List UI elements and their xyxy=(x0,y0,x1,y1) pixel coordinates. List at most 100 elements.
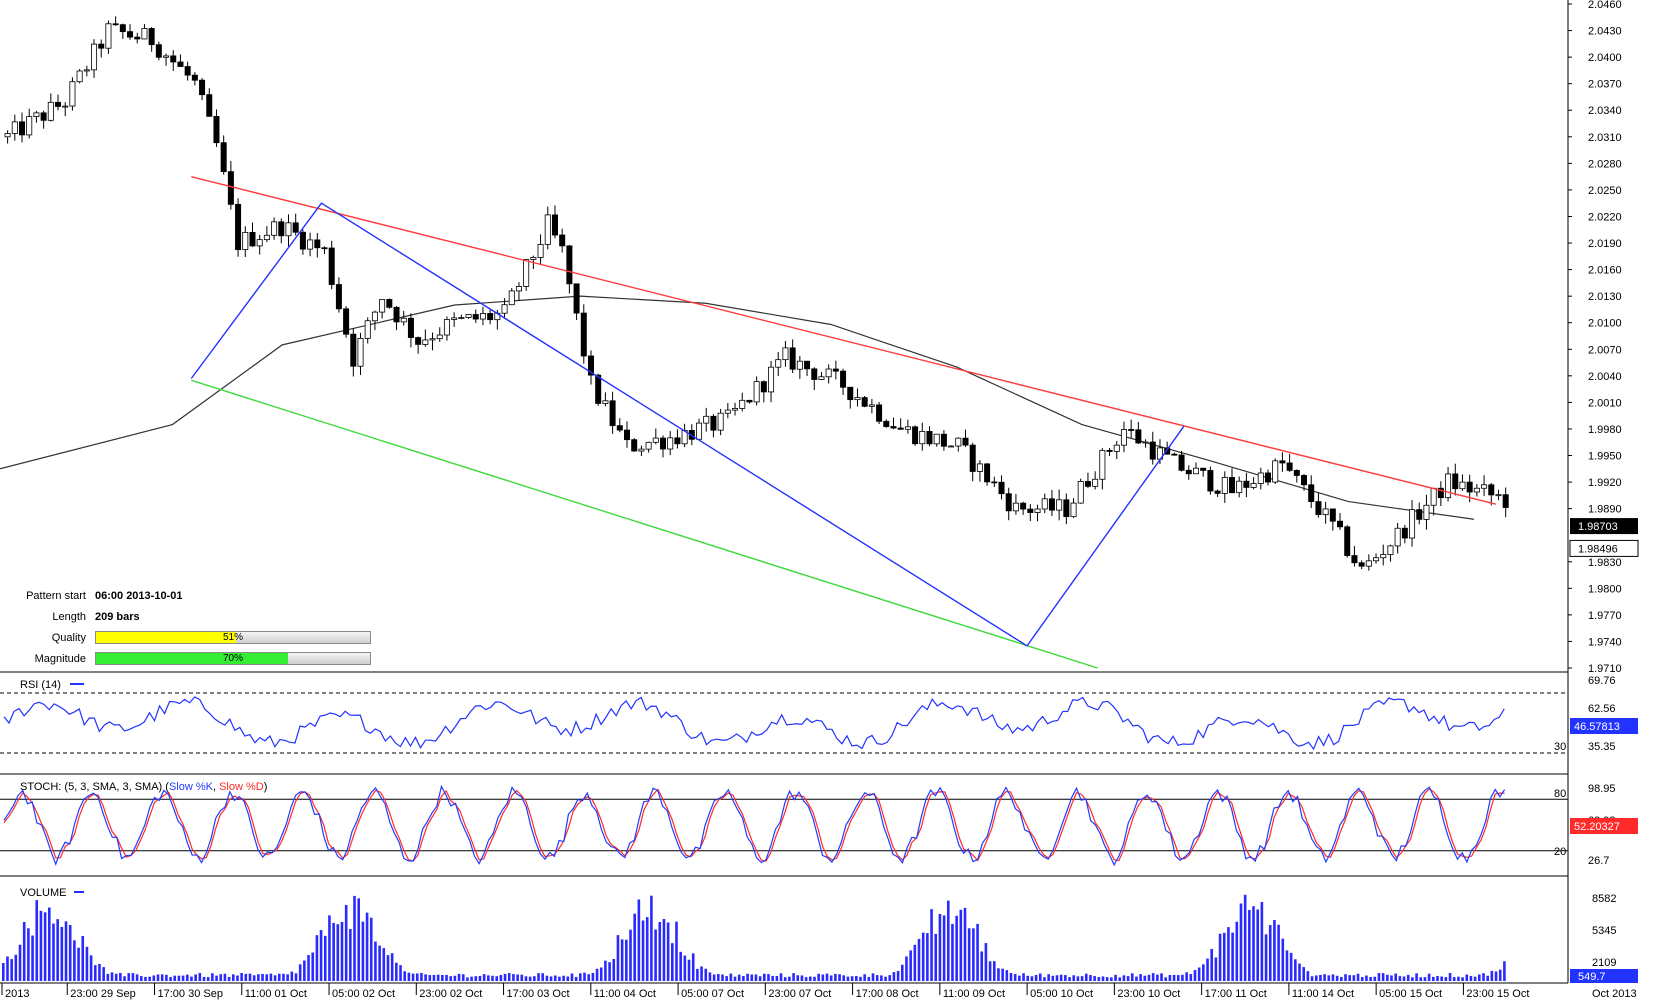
volume-bar xyxy=(22,922,26,981)
candle-body xyxy=(1459,481,1466,490)
candle-body xyxy=(242,231,249,251)
x-tick-label: 11:00 04 Oct xyxy=(594,988,656,1000)
candle xyxy=(343,306,350,338)
volume-bar xyxy=(687,959,691,981)
candle-body xyxy=(1293,470,1300,476)
candle-body xyxy=(1257,472,1264,484)
volume-bar xyxy=(1231,932,1234,981)
candle xyxy=(141,23,148,40)
candle xyxy=(1409,500,1416,547)
volume-bar xyxy=(1448,973,1452,981)
price-tick-label: 2.0250 xyxy=(1588,185,1622,197)
candle xyxy=(134,32,141,44)
candle-body xyxy=(1020,502,1027,510)
volume-bar xyxy=(880,975,883,981)
candle xyxy=(379,299,386,319)
volume-bar xyxy=(930,909,933,981)
candle xyxy=(660,435,667,458)
candle xyxy=(235,198,242,257)
volume-bar xyxy=(6,956,9,981)
candle xyxy=(551,205,558,239)
volume-bar xyxy=(583,972,586,981)
candle-body xyxy=(91,43,98,71)
candle xyxy=(674,429,681,449)
candle-body xyxy=(307,239,314,250)
volume-bar xyxy=(461,974,465,981)
candle xyxy=(328,240,335,290)
volume-bar xyxy=(1030,976,1034,981)
current-price-box xyxy=(1570,518,1638,535)
volume-bar xyxy=(1038,973,1042,981)
volume-bar xyxy=(85,946,89,981)
candle-body xyxy=(407,317,414,338)
candle-body xyxy=(364,320,371,339)
candle xyxy=(1077,478,1084,504)
candle-body xyxy=(1221,477,1228,494)
volume-bar xyxy=(574,976,578,981)
volume-bar xyxy=(190,976,193,981)
volume-bar xyxy=(1486,975,1489,981)
volume-bar xyxy=(361,921,365,981)
candle-body xyxy=(278,221,285,237)
volume-bar xyxy=(658,922,662,981)
volume-bar xyxy=(1126,976,1130,981)
candle xyxy=(1257,467,1264,490)
candle-body xyxy=(544,214,551,245)
volume-bar xyxy=(662,919,666,981)
volume-bar xyxy=(252,975,256,981)
candle xyxy=(595,373,602,406)
candle-body xyxy=(206,94,213,117)
candle-body xyxy=(177,61,184,67)
volume-bar xyxy=(1193,969,1197,981)
volume-bar xyxy=(963,907,967,981)
candle xyxy=(789,339,796,374)
volume-bar xyxy=(198,973,202,981)
candle-body xyxy=(285,222,292,237)
candle xyxy=(1459,474,1466,491)
volume-bar xyxy=(240,972,243,981)
rsi-tick-label: 35.35 xyxy=(1588,741,1616,753)
volume-bar xyxy=(775,975,779,981)
candle-body xyxy=(148,28,155,46)
candle-body xyxy=(227,171,234,205)
candle xyxy=(1120,421,1127,453)
candle-body xyxy=(609,400,616,427)
volume-bar xyxy=(616,935,620,981)
candle xyxy=(587,350,594,385)
volume-bar xyxy=(1009,972,1013,981)
volume-bar xyxy=(470,976,473,981)
volume-bar xyxy=(1360,977,1364,981)
volume-bar xyxy=(349,929,352,981)
candle xyxy=(163,53,170,66)
candle-body xyxy=(1401,527,1408,539)
volume-bar xyxy=(691,953,695,981)
volume-bar xyxy=(1482,973,1485,981)
volume-bar xyxy=(277,973,281,981)
candle-body xyxy=(443,319,450,336)
candle-body xyxy=(1041,498,1048,510)
volume-bar xyxy=(265,974,269,981)
volume-bar xyxy=(1172,974,1176,981)
candle xyxy=(1286,454,1293,472)
volume-bar xyxy=(466,977,469,981)
price-tick-label: 1.9830 xyxy=(1588,557,1622,569)
volume-bar xyxy=(1461,977,1464,981)
candle xyxy=(1012,493,1019,515)
candle-body xyxy=(191,74,198,81)
candle xyxy=(818,372,825,381)
candle xyxy=(415,336,422,354)
volume-bar xyxy=(344,905,348,981)
volume-bar xyxy=(1310,976,1314,981)
candle xyxy=(933,433,940,447)
candle-body xyxy=(436,334,443,340)
quality-percent: 51% xyxy=(222,632,243,643)
candle xyxy=(1358,560,1365,570)
candle xyxy=(4,130,11,144)
volume-bar xyxy=(750,974,754,981)
price-tick-label: 1.9800 xyxy=(1588,583,1622,595)
volume-bar xyxy=(746,973,749,981)
volume-bar xyxy=(1457,976,1460,981)
magnitude-percent: 70% xyxy=(222,653,243,664)
candle xyxy=(436,327,443,342)
rsi-panel: RSI (14) 69.76 62.56 35.35 30 46.57813 xyxy=(0,675,1638,754)
